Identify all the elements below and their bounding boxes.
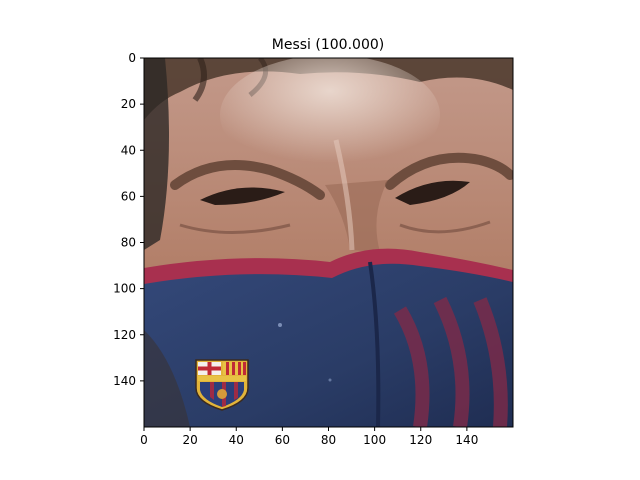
- x-tick-label: 20: [182, 433, 197, 447]
- mask-red-trim: [144, 248, 513, 284]
- x-tick-label: 40: [229, 433, 244, 447]
- y-tick-label: 120: [113, 328, 136, 342]
- x-tick-label: 140: [455, 433, 478, 447]
- y-axis: 0 20 40 60 80 100 120 140: [113, 51, 144, 388]
- x-axis: 0 20 40 60 80 100 120 140: [140, 427, 478, 447]
- x-tick-label: 100: [363, 433, 386, 447]
- x-tick-label: 0: [140, 433, 148, 447]
- nose-bridge: [325, 180, 388, 252]
- x-tick-label: 80: [321, 433, 336, 447]
- club-crest-icon: [195, 359, 249, 411]
- forehead-highlight: [220, 58, 440, 175]
- right-eyebrow: [385, 152, 513, 190]
- face-mask-photo: [144, 58, 513, 427]
- y-tick-label: 20: [121, 97, 136, 111]
- right-eye: [395, 180, 470, 205]
- left-eye: [200, 187, 285, 205]
- chart-title: Messi (100.000): [272, 37, 384, 53]
- mask-seam: [368, 261, 381, 427]
- y-tick-label: 80: [121, 236, 136, 250]
- y-tick-label: 60: [121, 189, 136, 203]
- y-tick-label: 100: [113, 282, 136, 296]
- y-tick-label: 0: [128, 51, 136, 65]
- x-tick-label: 120: [409, 433, 432, 447]
- y-tick-label: 40: [121, 143, 136, 157]
- hair: [144, 58, 513, 120]
- x-tick-label: 60: [275, 433, 290, 447]
- left-eyebrow: [170, 160, 325, 200]
- y-tick-label: 140: [113, 374, 136, 388]
